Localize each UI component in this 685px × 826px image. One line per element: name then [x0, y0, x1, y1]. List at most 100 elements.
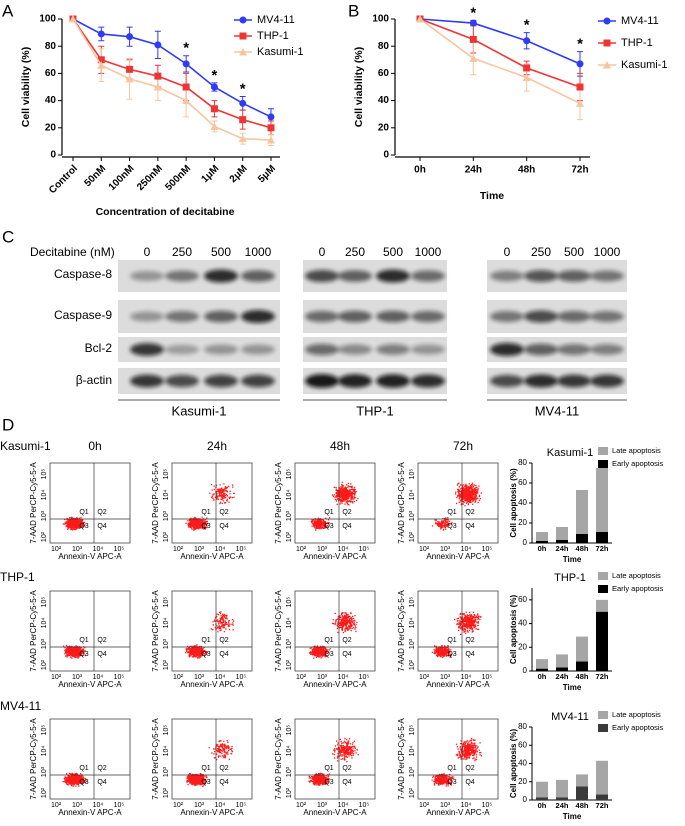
x-tick-label: 10² — [296, 674, 307, 681]
x-tick-label: 0h — [538, 672, 547, 681]
quadrant-label: Q1 — [324, 509, 333, 516]
quadrant-label: Q4 — [465, 523, 474, 530]
legend-label: Early apoptosis — [612, 459, 664, 468]
x-axis-label: Annexin-V APC-A — [58, 808, 122, 817]
event-cloud — [308, 737, 359, 786]
x-tick-label: 0h — [414, 165, 426, 176]
quadrant-label: Q4 — [97, 651, 106, 658]
plot-frame — [294, 462, 376, 544]
x-tick-label: 10³ — [194, 674, 205, 681]
y-axis-label: 7-AAD PerCP-Cy5-5-A — [151, 590, 160, 672]
y-tick-label: 10⁵ — [41, 597, 48, 608]
annotation: * — [470, 4, 476, 21]
blot-band — [411, 270, 445, 282]
quadrant-label: Q1 — [79, 637, 88, 644]
marker — [576, 83, 584, 91]
marker — [239, 116, 247, 124]
y-axis-label: 7-AAD PerCP-Cy5-5-A — [29, 718, 38, 800]
bar-segment — [596, 468, 608, 532]
x-tick-label: 10⁵ — [236, 674, 247, 681]
annotation: * — [524, 17, 530, 34]
timepoint-label: 24h — [207, 439, 227, 453]
row-label: THP-1 — [0, 570, 35, 584]
x-tick-label: 10³ — [72, 546, 83, 553]
y-tick-label: 10⁴ — [409, 746, 416, 757]
marker — [210, 83, 218, 91]
quadrant-label: Q1 — [79, 765, 88, 772]
blot-band — [165, 270, 199, 282]
protein-label: Caspase-8 — [54, 267, 112, 281]
marker — [126, 33, 134, 41]
x-tick-label: 48h — [576, 672, 589, 681]
blot-band — [590, 311, 624, 322]
x-axis-label: Annexin-V APC-A — [303, 680, 367, 689]
y-tick-label: 10⁴ — [409, 490, 416, 501]
event-cloud — [62, 516, 86, 531]
x-tick-label: 10⁴ — [93, 802, 104, 809]
bar-segment — [536, 659, 548, 669]
blot-band — [376, 374, 410, 388]
y-tick-label: 10³ — [409, 766, 416, 777]
marker — [69, 15, 77, 23]
row-label: MV4-11 — [0, 699, 41, 713]
bar-segment — [556, 797, 568, 800]
blot-band — [241, 270, 275, 282]
y-tick-label: 10² — [409, 659, 416, 670]
x-tick-label: 10⁵ — [236, 546, 247, 553]
legend-swatch — [598, 572, 608, 580]
quadrant-label: Q2 — [342, 765, 351, 772]
marker — [239, 48, 247, 56]
marker — [469, 54, 478, 62]
bar-segment — [576, 490, 588, 534]
marker — [239, 99, 247, 107]
x-tick-label: 10³ — [317, 546, 328, 553]
bar-segment — [556, 667, 568, 671]
y-tick-label: 10³ — [163, 766, 170, 777]
y-tick-label: 10⁴ — [409, 618, 416, 629]
quadrant-label: Q3 — [447, 651, 456, 658]
legend-label: THP-1 — [257, 30, 289, 42]
marker — [125, 74, 134, 83]
blot-band — [241, 309, 275, 324]
quadrant-label: Q2 — [342, 637, 351, 644]
dose-label: 250 — [172, 245, 192, 259]
blot-band — [130, 270, 164, 282]
legend-label: MV4-11 — [621, 15, 659, 27]
dose-label: 500 — [211, 245, 231, 259]
dose-label: 250 — [345, 245, 365, 259]
blot-band — [411, 374, 445, 388]
series-line — [419, 18, 581, 65]
x-tick-label: 48h — [518, 165, 535, 176]
y-tick-label: 0 — [50, 150, 56, 161]
y-tick-label: 10⁵ — [163, 469, 170, 480]
y-tick-label: 60 — [518, 478, 527, 487]
marker — [416, 15, 424, 23]
quadrant-label: Q3 — [447, 779, 456, 786]
x-tick-label: 10⁵ — [114, 802, 125, 809]
y-tick-label: 10² — [286, 531, 293, 542]
y-tick-label: 10³ — [409, 510, 416, 521]
series-line — [419, 18, 581, 88]
x-tick-label: 24h — [556, 672, 569, 681]
blot-band — [524, 374, 558, 388]
y-tick-label: 10² — [41, 659, 48, 670]
x-tick-label: 10⁵ — [114, 546, 125, 553]
y-tick-label: 10⁵ — [41, 725, 48, 736]
x-tick-label: 10⁴ — [93, 546, 104, 553]
dose-label: 1000 — [594, 245, 621, 259]
blot-band — [490, 311, 524, 322]
y-tick-label: 10² — [409, 531, 416, 542]
plot-frame — [49, 462, 131, 544]
y-axis-label: 7-AAD PerCP-Cy5-5-A — [29, 462, 38, 544]
y-tick-label: 10² — [409, 787, 416, 798]
blot-band — [524, 270, 558, 282]
marker — [97, 56, 105, 64]
marker — [182, 96, 191, 105]
marker — [182, 60, 190, 68]
x-tick-label: 10² — [51, 674, 62, 681]
marker — [603, 17, 611, 25]
event-cloud — [62, 772, 87, 787]
blot-band — [376, 269, 410, 283]
blot-band — [411, 344, 445, 355]
